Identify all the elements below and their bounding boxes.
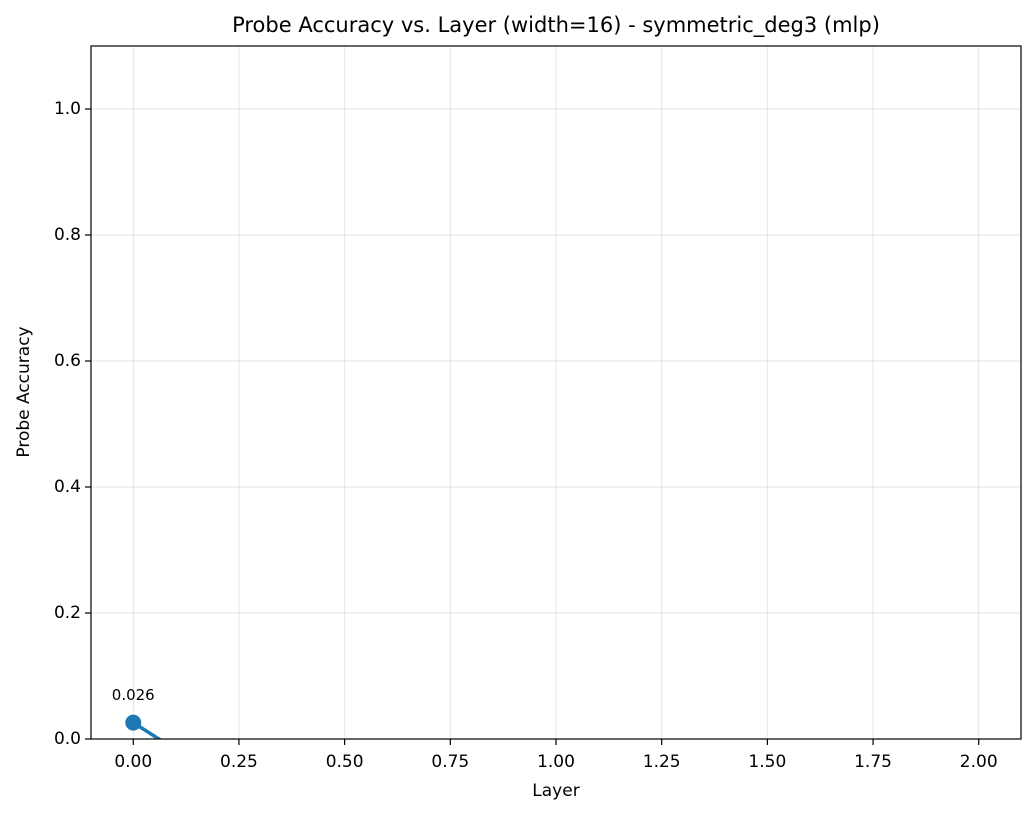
x-tick-label: 1.25 [643,752,681,772]
y-tick-label: 0.0 [54,729,81,749]
x-tick-label: 0.75 [431,752,469,772]
point [125,714,142,731]
grid [91,46,1021,740]
x-tick-label: 1.50 [748,752,786,772]
x-tick-label: 2.00 [960,752,998,772]
y-tick-label: 0.4 [54,477,81,497]
x-tick-label: 1.75 [854,752,892,772]
x-tick-label: 0.50 [326,752,364,772]
y-tick-label: 0.6 [54,351,81,371]
y-tick-label: 1.0 [54,99,81,119]
x-axis-label: Layer [532,781,579,801]
y-axis-label: Probe Accuracy [14,326,34,457]
chart-title: Probe Accuracy vs. Layer (width=16) - sy… [232,13,880,38]
data-label: 0.026 [112,686,155,704]
plot-area [125,714,163,739]
x-tick-label: 1.00 [537,752,575,772]
y-tick-label: 0.8 [54,225,81,245]
x-tick-label: 0.25 [220,752,258,772]
y-tick-label: 0.2 [54,603,81,623]
x-tick-label: 0.00 [114,752,152,772]
